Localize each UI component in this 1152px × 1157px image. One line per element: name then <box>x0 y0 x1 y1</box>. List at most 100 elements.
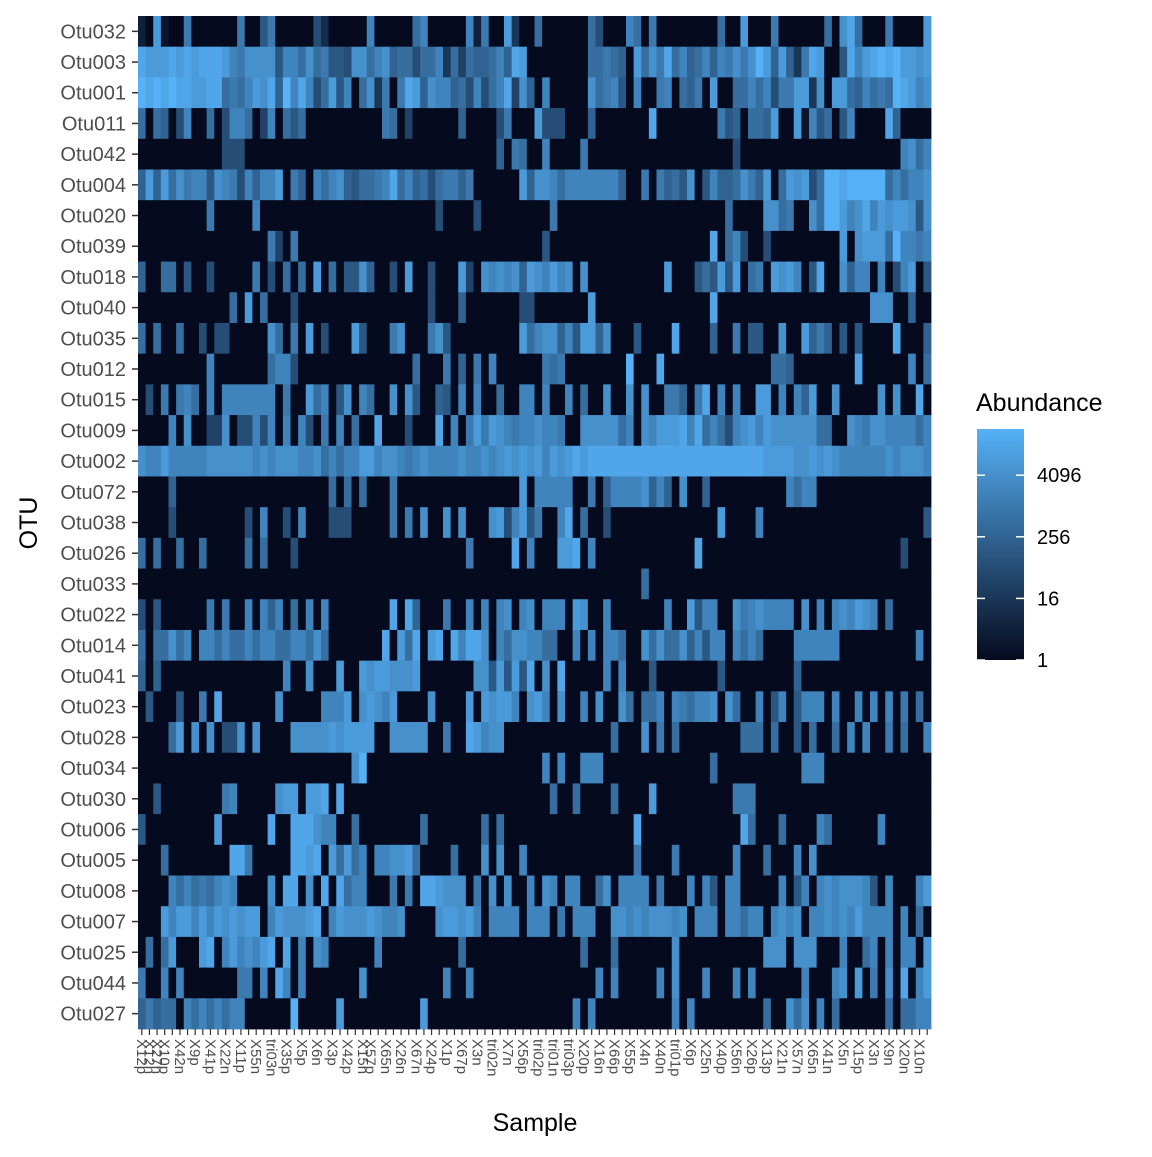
heatmap-cell <box>420 599 429 631</box>
heatmap-cell <box>206 998 215 1030</box>
heatmap-cell <box>366 568 375 600</box>
heatmap-cell <box>847 599 856 631</box>
heatmap-cell <box>412 230 421 262</box>
heatmap-cell <box>191 138 200 170</box>
heatmap-cell <box>793 445 802 477</box>
heatmap-cell <box>854 722 863 754</box>
heatmap-cell <box>298 814 307 846</box>
heatmap-cell <box>359 108 368 140</box>
heatmap-cell <box>260 77 269 109</box>
heatmap-cell <box>504 292 513 324</box>
heatmap-cell <box>183 568 192 600</box>
heatmap-cell <box>321 169 330 201</box>
heatmap-cell <box>717 46 726 78</box>
heatmap-cell <box>343 476 352 508</box>
heatmap-cell <box>892 77 901 109</box>
heatmap-cell <box>809 568 818 600</box>
heatmap-cell <box>389 814 398 846</box>
heatmap-cell <box>923 691 932 723</box>
heatmap-cell <box>854 108 863 140</box>
heatmap-cell <box>267 660 276 692</box>
heatmap-cell <box>877 16 886 48</box>
heatmap-cell <box>587 660 596 692</box>
heatmap-cell <box>450 476 459 508</box>
heatmap-cell <box>221 292 230 324</box>
heatmap-cell <box>168 292 177 324</box>
heatmap-cell <box>732 415 741 447</box>
heatmap-cell <box>915 507 924 539</box>
heatmap-cell <box>397 476 406 508</box>
heatmap-cell <box>610 292 619 324</box>
heatmap-cell <box>641 384 650 416</box>
heatmap-cell <box>450 537 459 569</box>
heatmap-cell <box>526 507 535 539</box>
heatmap-cell <box>732 476 741 508</box>
heatmap-cell <box>809 353 818 385</box>
heatmap-cell <box>282 415 291 447</box>
heatmap-cell <box>664 783 673 815</box>
heatmap-cell <box>565 936 574 969</box>
heatmap-cell <box>793 722 802 754</box>
heatmap-cell <box>404 476 413 508</box>
heatmap-cell <box>336 230 345 262</box>
heatmap-cell <box>435 200 444 232</box>
heatmap-cell <box>214 445 223 477</box>
heatmap-cell <box>908 353 917 385</box>
heatmap-cell <box>435 998 444 1030</box>
heatmap-cell <box>694 322 703 355</box>
heatmap-cell <box>831 46 840 78</box>
heatmap-cell <box>801 875 810 907</box>
heatmap-cell <box>229 998 238 1030</box>
heatmap-cell <box>870 77 879 109</box>
heatmap-cell <box>709 445 718 477</box>
heatmap-cell <box>801 629 810 662</box>
heatmap-cell <box>748 415 757 447</box>
heatmap-cell <box>282 998 291 1030</box>
heatmap-cell <box>854 46 863 78</box>
heatmap-cell <box>565 691 574 723</box>
heatmap-cell <box>671 292 680 324</box>
heatmap-cell <box>618 16 627 48</box>
heatmap-cell <box>923 936 932 969</box>
heatmap-cell <box>260 476 269 508</box>
heatmap-cell <box>870 292 879 324</box>
heatmap-cell <box>221 230 230 262</box>
heatmap-cell <box>267 568 276 600</box>
heatmap-cell <box>694 783 703 815</box>
heatmap-cell <box>229 537 238 569</box>
heatmap-cell <box>382 936 391 969</box>
heatmap-cell <box>260 261 269 293</box>
heatmap-cell <box>526 752 535 784</box>
heatmap-cell <box>138 906 147 938</box>
heatmap-cell <box>877 77 886 109</box>
heatmap-cell <box>831 691 840 723</box>
heatmap-cell <box>717 875 726 907</box>
heatmap-cell <box>748 844 757 876</box>
heatmap-cell <box>831 875 840 907</box>
x-tick-label: X66p <box>606 1039 623 1074</box>
heatmap-cell <box>679 691 688 723</box>
heatmap-cell <box>420 814 429 846</box>
heatmap-cell <box>572 476 581 508</box>
heatmap-cell <box>671 691 680 723</box>
heatmap-cell <box>915 138 924 170</box>
heatmap-cell <box>359 507 368 539</box>
heatmap-cell <box>641 108 650 140</box>
heatmap-cell <box>748 599 757 631</box>
heatmap-cell <box>496 844 505 876</box>
heatmap-cell <box>694 906 703 938</box>
heatmap-cell <box>389 936 398 969</box>
heatmap-cell <box>511 16 520 48</box>
heatmap-cell <box>679 46 688 78</box>
heatmap-cell <box>709 292 718 324</box>
heatmap-cell <box>778 660 787 692</box>
heatmap-cell <box>511 415 520 447</box>
heatmap-cell <box>443 844 452 876</box>
heatmap-cells <box>138 16 932 1030</box>
heatmap-cell <box>816 230 825 262</box>
heatmap-cell <box>336 108 345 140</box>
heatmap-cell <box>801 844 810 876</box>
heatmap-cell <box>160 691 169 723</box>
heatmap-cell <box>542 322 551 355</box>
heatmap-cell <box>420 476 429 508</box>
